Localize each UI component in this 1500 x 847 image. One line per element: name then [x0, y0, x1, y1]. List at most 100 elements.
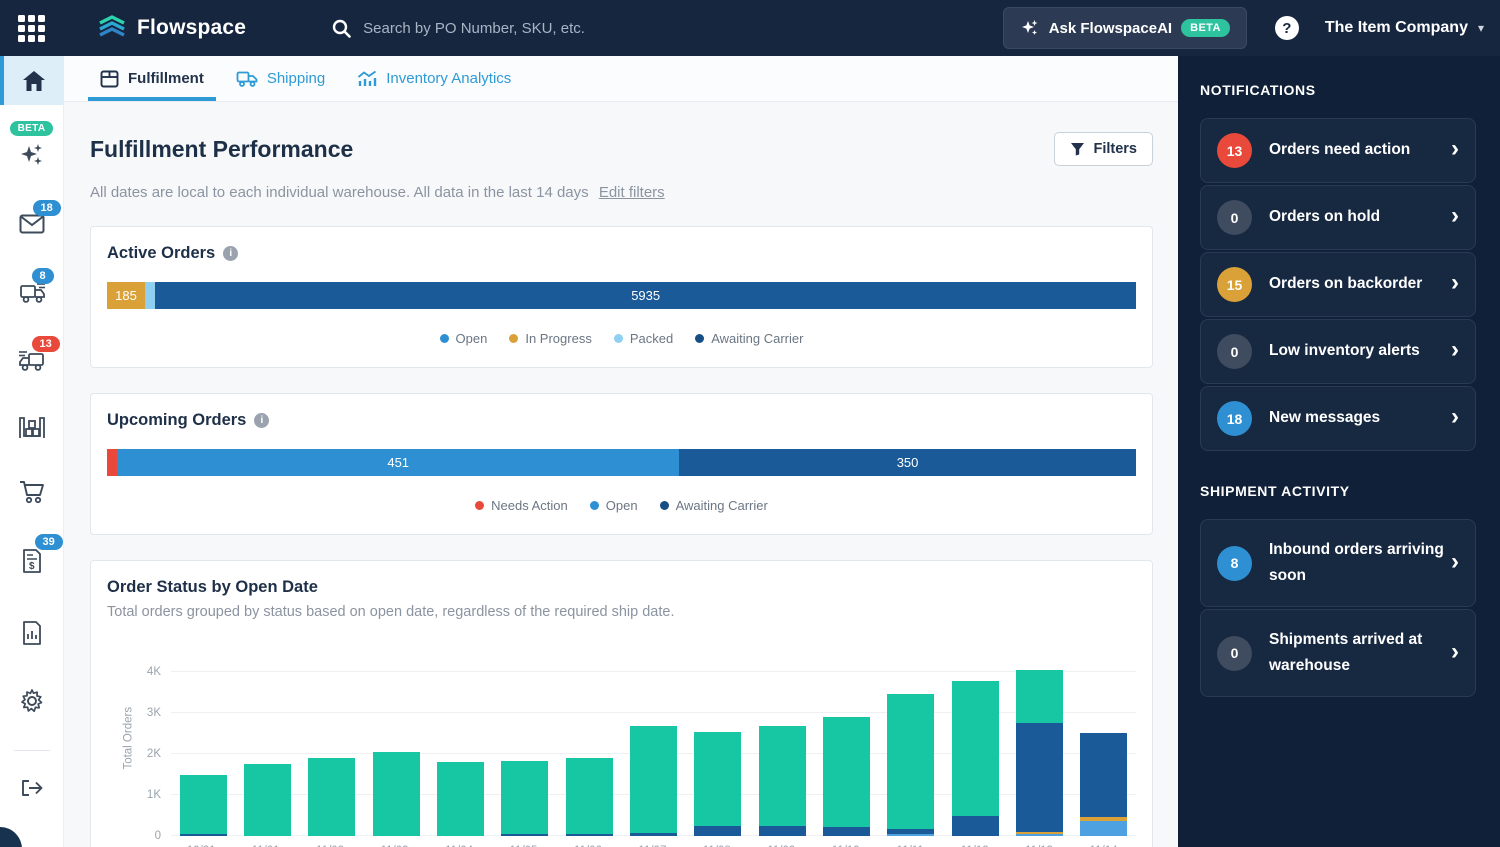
shipment-activity-title: SHIPMENT ACTIVITY: [1200, 483, 1476, 499]
chart-bar-11-07[interactable]: [630, 726, 677, 837]
outbound-badge: 8: [32, 268, 54, 284]
active-orders-card: Active Orders i 185 5935 Open In Progres…: [90, 226, 1153, 368]
legend-label: Open: [456, 331, 488, 346]
chart-bar-11-06[interactable]: [566, 758, 613, 836]
sidebar-item-warehouse[interactable]: [18, 416, 46, 440]
sidebar-item-messages[interactable]: 18: [19, 214, 45, 234]
package-icon: [100, 70, 119, 88]
chart-bar-11-02[interactable]: [308, 758, 355, 836]
chart-title: Order Status by Open Date: [107, 578, 318, 597]
tab-inventory-analytics[interactable]: Inventory Analytics: [345, 56, 523, 101]
dark-blue-segment: [630, 833, 677, 836]
chart-bar-11-11[interactable]: [887, 694, 934, 837]
info-icon[interactable]: i: [254, 413, 269, 428]
logout-icon: [19, 777, 45, 799]
shipment-arrived-warehouse[interactable]: 0 Shipments arrived at warehouse ›: [1200, 609, 1476, 697]
ask-flowspace-ai-button[interactable]: Ask FlowspaceAI BETA: [1003, 7, 1247, 49]
teal-segment: [759, 726, 806, 826]
chevron-right-icon: ›: [1451, 204, 1459, 228]
warehouse-shelves-icon: [18, 416, 46, 440]
upcoming-orders-card: Upcoming Orders i 451 350 Needs Action O…: [90, 393, 1153, 535]
sidebar-item-inbound-shipping[interactable]: 13: [18, 350, 46, 372]
sidebar-item-billing[interactable]: 39 $: [21, 548, 43, 574]
notification-label: New messages: [1269, 405, 1451, 431]
active-orders-bar: 185 5935: [107, 282, 1136, 309]
chart-bar-11-10[interactable]: [823, 717, 870, 836]
legend-dot: [590, 501, 599, 510]
legend-label: Packed: [630, 331, 673, 346]
y-axis-tick: 4K: [147, 666, 161, 678]
sidebar-item-outbound-shipping[interactable]: 8: [18, 282, 46, 304]
chart-bar-11-08[interactable]: [694, 732, 741, 837]
bar-segment-awaiting-carrier[interactable]: 350: [679, 449, 1136, 476]
chevron-right-icon: ›: [1451, 338, 1459, 362]
page-title: Fulfillment Performance: [90, 136, 353, 163]
notification-orders-need-action[interactable]: 13 Orders need action ›: [1200, 118, 1476, 183]
bar-segment-open[interactable]: 451: [117, 449, 679, 476]
chart-bar-11-12[interactable]: [952, 681, 999, 837]
bar-segment-needs-action[interactable]: [107, 449, 117, 476]
chart-bar-11-05[interactable]: [501, 761, 548, 836]
cart-icon: [19, 480, 45, 504]
chart-bar-11-01[interactable]: [244, 764, 291, 836]
chat-bubble[interactable]: [0, 827, 22, 847]
bar-segment-awaiting-carrier[interactable]: 5935: [155, 282, 1136, 309]
filters-button[interactable]: Filters: [1054, 132, 1153, 166]
sidebar-item-home[interactable]: [0, 56, 64, 105]
ask-ai-beta-badge: BETA: [1181, 19, 1230, 37]
teal-segment: [373, 752, 420, 837]
y-axis-tick: 0: [155, 830, 161, 842]
main-content: Fulfillment Shipping: [64, 56, 1178, 847]
order-status-chart-card: Order Status by Open Date Total orders g…: [90, 560, 1153, 847]
chevron-right-icon: ›: [1451, 137, 1459, 161]
flowspace-logo[interactable]: Flowspace: [97, 15, 246, 41]
account-menu[interactable]: The Item Company ▾: [1325, 19, 1484, 37]
sidebar-item-orders[interactable]: [19, 480, 45, 504]
y-axis-tick: 3K: [147, 707, 161, 719]
app-grid-icon[interactable]: [18, 15, 45, 42]
y-axis-tick: 1K: [147, 789, 161, 801]
dark-blue-segment: [1016, 723, 1063, 832]
chart-bar-11-09[interactable]: [759, 726, 806, 837]
invoice-icon: $: [21, 548, 43, 574]
legend-item: Packed: [614, 331, 673, 346]
tab-label: Inventory Analytics: [386, 70, 511, 87]
legend-item: Awaiting Carrier: [660, 498, 768, 513]
teal-segment: [501, 761, 548, 833]
notification-label: Orders need action: [1269, 137, 1451, 163]
global-search[interactable]: [332, 19, 1003, 38]
legend-item: Open: [590, 498, 638, 513]
teal-segment: [887, 694, 934, 829]
info-icon[interactable]: i: [223, 246, 238, 261]
chart-bar-11-13[interactable]: [1016, 670, 1063, 837]
search-input[interactable]: [363, 20, 783, 37]
sidebar-divider: [14, 750, 50, 751]
chart-bar-11-04[interactable]: [437, 762, 484, 836]
dark-blue-segment: [566, 834, 613, 836]
sidebar-item-settings[interactable]: [19, 688, 45, 714]
edit-filters-link[interactable]: Edit filters: [599, 184, 665, 201]
tab-shipping[interactable]: Shipping: [224, 56, 337, 101]
sparkles-icon: [1020, 18, 1040, 38]
bar-segment-in-progress[interactable]: 185: [107, 282, 145, 309]
help-icon[interactable]: ?: [1275, 16, 1299, 40]
notification-orders-on-hold[interactable]: 0 Orders on hold ›: [1200, 185, 1476, 250]
sidebar-item-ai[interactable]: [19, 142, 45, 168]
notification-new-messages[interactable]: 18 New messages ›: [1200, 386, 1476, 451]
tab-fulfillment[interactable]: Fulfillment: [88, 56, 216, 101]
shipment-inbound-orders[interactable]: 8 Inbound orders arriving soon ›: [1200, 519, 1476, 607]
sidebar-item-reports[interactable]: [21, 620, 43, 646]
inbound-badge: 13: [32, 336, 60, 352]
chart-bar-10-31[interactable]: [180, 775, 227, 836]
legend-label: In Progress: [525, 331, 591, 346]
chart-bar-11-03[interactable]: [373, 752, 420, 837]
count-badge: 13: [1217, 133, 1252, 168]
teal-segment: [823, 717, 870, 826]
notification-low-inventory-alerts[interactable]: 0 Low inventory alerts ›: [1200, 319, 1476, 384]
sidebar-item-logout[interactable]: [19, 777, 45, 799]
bar-segment-packed[interactable]: [145, 282, 155, 309]
sidebar-beta-badge: BETA: [10, 121, 54, 136]
chart-bar-11-14[interactable]: [1080, 733, 1127, 837]
notification-orders-on-backorder[interactable]: 15 Orders on backorder ›: [1200, 252, 1476, 317]
teal-segment: [437, 762, 484, 836]
